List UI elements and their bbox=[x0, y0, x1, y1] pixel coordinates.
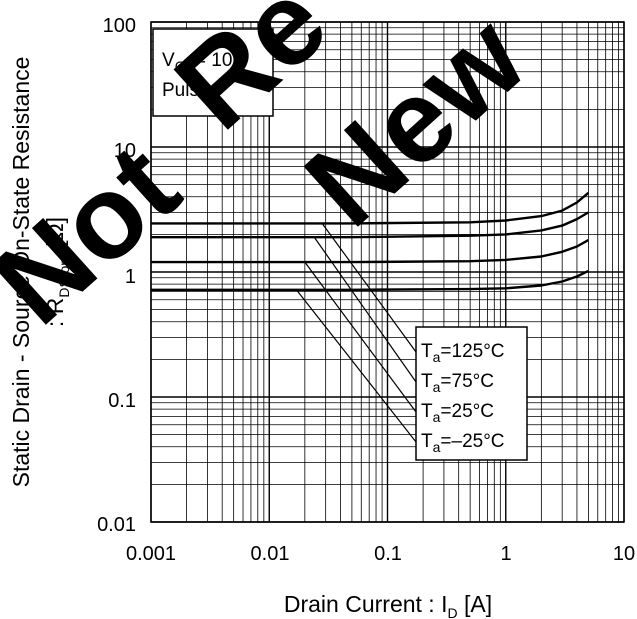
legend-item-25: Ta=25°C bbox=[421, 401, 494, 425]
legend: Ta=125°C Ta=75°C Ta=25°C Ta=–25°C bbox=[415, 326, 528, 461]
legend-item-25-sub: a bbox=[433, 409, 441, 425]
x-axis-title-unit: [A] bbox=[458, 591, 493, 617]
conditions-mode: Pulsed bbox=[162, 80, 220, 101]
legend-leader-line bbox=[313, 236, 417, 383]
x-tick-label: 1 bbox=[500, 543, 511, 565]
x-axis-title-main: Drain Current : I bbox=[284, 591, 448, 617]
legend-item-75: Ta=75°C bbox=[421, 371, 494, 395]
legend-item-minus25-sub: a bbox=[433, 439, 441, 455]
series-minus25c-line bbox=[151, 269, 589, 291]
legend-leader-line bbox=[321, 223, 417, 353]
y-axis-title-line1: Static Drain - Source On-State Resistanc… bbox=[8, 57, 34, 488]
legend-item-125-sub: a bbox=[433, 349, 441, 365]
y-axis-title-line2-unit: [Ω] bbox=[42, 217, 68, 253]
conditions-box-frame bbox=[152, 28, 274, 117]
y-tick-label: 10 bbox=[114, 140, 136, 162]
series-group bbox=[151, 191, 590, 291]
y-tick-labels: 0.01 0.1 1 10 100 bbox=[97, 15, 136, 536]
legend-item-25-prefix: T bbox=[421, 401, 433, 422]
legend-leaders bbox=[296, 223, 417, 443]
legend-item-minus25-value: =–25°C bbox=[440, 431, 504, 452]
legend-item-75-prefix: T bbox=[421, 371, 433, 392]
conditions-box: VGS= 10V Pulsed bbox=[152, 28, 274, 117]
legend-item-125-value: =125°C bbox=[440, 341, 504, 362]
legend-item-75-value: =75°C bbox=[440, 371, 494, 392]
x-axis-title: Drain Current : ID [A] bbox=[284, 591, 492, 619]
y-axis-title-line2-sub: DS(on) bbox=[56, 253, 72, 297]
x-tick-label: 0.1 bbox=[374, 543, 402, 565]
x-tick-label: 10 bbox=[613, 543, 635, 565]
y-tick-label: 0.01 bbox=[97, 514, 136, 536]
conditions-vgs-symbol: V bbox=[162, 50, 175, 71]
legend-leader-line bbox=[296, 289, 417, 443]
y-tick-label: 1 bbox=[125, 266, 136, 288]
conditions-vgs-sub: GS bbox=[175, 58, 195, 74]
legend-item-25-value: =25°C bbox=[440, 401, 494, 422]
legend-leader-line bbox=[304, 261, 417, 413]
y-axis-title-line2: : RDS(on) [Ω] bbox=[42, 217, 72, 327]
series-125c-line bbox=[151, 191, 590, 225]
x-axis-title-sub: D bbox=[447, 605, 457, 619]
x-tick-label: 0.001 bbox=[126, 543, 176, 565]
y-tick-label: 100 bbox=[103, 15, 136, 37]
legend-item-125-prefix: T bbox=[421, 341, 433, 362]
series-25c-line bbox=[151, 239, 589, 264]
conditions-vgs: VGS= 10V bbox=[162, 50, 245, 74]
series-75c-line bbox=[151, 211, 590, 239]
conditions-vgs-value: = 10V bbox=[195, 50, 246, 71]
y-axis-title-line2-prefix: : R bbox=[42, 298, 68, 327]
legend-item-125: Ta=125°C bbox=[421, 341, 505, 365]
y-tick-label: 0.1 bbox=[108, 390, 136, 412]
legend-item-75-sub: a bbox=[433, 379, 441, 395]
x-tick-label: 0.01 bbox=[251, 543, 290, 565]
legend-frame bbox=[415, 326, 528, 461]
legend-item-minus25: Ta=–25°C bbox=[421, 431, 505, 455]
legend-item-minus25-prefix: T bbox=[421, 431, 433, 452]
x-tick-labels: 0.001 0.01 0.1 1 10 bbox=[126, 543, 635, 565]
plot-frame bbox=[150, 21, 625, 523]
